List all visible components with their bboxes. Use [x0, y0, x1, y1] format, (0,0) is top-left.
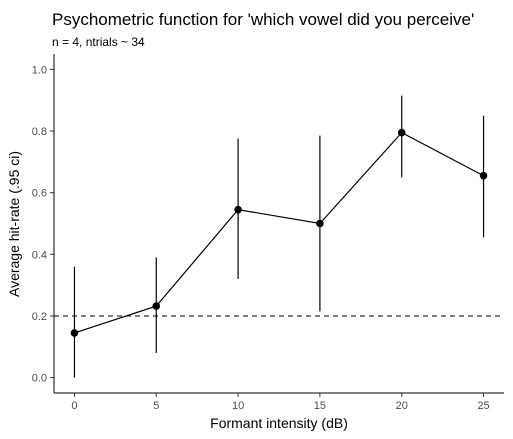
x-tick-label: 5	[153, 400, 159, 412]
data-point	[234, 205, 242, 214]
y-tick-label: 1.0	[32, 64, 47, 76]
y-tick-label: 0.0	[32, 373, 47, 385]
data-point	[397, 128, 406, 137]
data-point	[152, 302, 161, 310]
data-point	[70, 329, 79, 337]
y-tick-label: 0.8	[32, 126, 47, 138]
x-tick-label: 15	[314, 400, 326, 412]
y-axis-title: Average hit-rate (.95 ci)	[6, 151, 22, 297]
x-axis-title: Formant intensity (dB)	[210, 415, 348, 431]
y-tick-label: 0.6	[32, 188, 47, 200]
x-tick-label: 20	[396, 400, 408, 412]
plot-area: 0.0 0.2 0.4 0.6 0.8 1.0 0 5 10 15 20 25	[32, 54, 504, 412]
x-tick-label: 0	[71, 400, 77, 412]
x-tick-label: 25	[477, 400, 489, 412]
data-point	[479, 171, 488, 180]
chart-title: Psychometric function for 'which vowel d…	[52, 10, 474, 29]
y-tick-label: 0.4	[32, 249, 47, 261]
data-point	[316, 219, 324, 228]
series-line	[74, 131, 484, 334]
y-tick-label: 0.2	[32, 311, 47, 323]
chart-subtitle: n = 4, ntrials ~ 34	[52, 35, 145, 49]
x-tick-label: 10	[232, 400, 244, 412]
